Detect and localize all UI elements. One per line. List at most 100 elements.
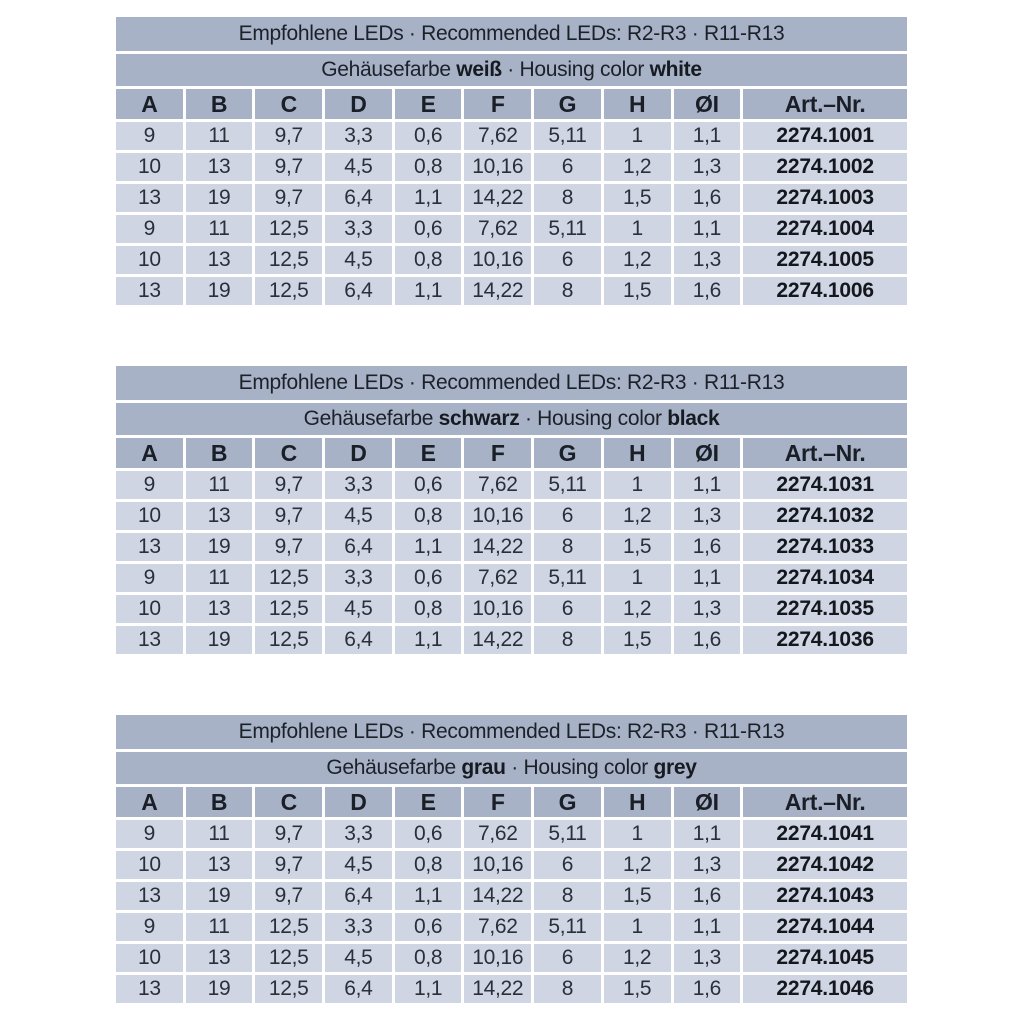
data-cell: 9 <box>116 471 183 499</box>
data-cell: 10 <box>116 153 183 181</box>
data-cell: 14,22 <box>464 975 532 1003</box>
data-cell: 10,16 <box>464 153 532 181</box>
data-cell: 6 <box>534 246 601 274</box>
data-cell: 1,1 <box>673 122 741 150</box>
data-cell: 14,22 <box>464 533 532 561</box>
data-cell: 10 <box>116 595 183 623</box>
data-cell: 6 <box>534 595 601 623</box>
data-cell: 5,11 <box>534 913 601 941</box>
data-cell: 10,16 <box>464 502 532 530</box>
data-cell: 1,6 <box>673 882 741 910</box>
housing-color-en: black <box>667 407 720 430</box>
data-cell: 9,7 <box>255 184 323 212</box>
data-cell: 0,8 <box>394 153 462 181</box>
data-cell: 0,6 <box>394 913 462 941</box>
data-cell: 7,62 <box>464 215 532 243</box>
column-header-cell: A <box>116 787 183 817</box>
data-cell: 14,22 <box>464 277 532 305</box>
data-cell: 9,7 <box>255 882 323 910</box>
data-cell: 1,1 <box>673 820 741 848</box>
data-cell: 3,3 <box>325 820 392 848</box>
subtitle-mid: · Housing color <box>519 407 668 430</box>
data-cell: 1 <box>603 122 671 150</box>
table-row: 10 13 12,5 4,5 0,8 10,16 6 1,2 1,3 2274.1045 <box>116 944 907 972</box>
data-cell: 0,6 <box>394 564 462 592</box>
column-header-cell: ØI <box>673 438 741 468</box>
art-nr-cell: 2274.1042 <box>743 851 907 879</box>
data-cell: 1,2 <box>603 944 671 972</box>
data-cell: 13 <box>116 184 183 212</box>
data-cell: 3,3 <box>325 215 392 243</box>
column-header-cell: G <box>534 438 601 468</box>
data-cell: 10,16 <box>464 246 532 274</box>
column-header-cell: E <box>394 89 462 119</box>
column-header-cell: E <box>394 438 462 468</box>
data-cell: 19 <box>185 626 253 654</box>
data-cell: 6 <box>534 851 601 879</box>
art-nr-cell: 2274.1045 <box>743 944 907 972</box>
subtitle-prefix: Gehäusefarbe <box>303 407 439 430</box>
data-cell: 1,3 <box>673 944 741 972</box>
data-cell: 0,8 <box>394 595 462 623</box>
data-cell: 10 <box>116 246 183 274</box>
title-row: Empfohlene LEDs · Recommended LEDs: R2-R… <box>116 366 907 400</box>
table-row: 9 11 12,5 3,3 0,6 7,62 5,11 1 1,1 2274.1004 <box>116 215 907 243</box>
spec-table: Empfohlene LEDs · Recommended LEDs: R2-R… <box>113 363 910 657</box>
data-cell: 6 <box>534 944 601 972</box>
data-cell: 1 <box>603 215 671 243</box>
data-cell: 5,11 <box>534 820 601 848</box>
art-nr-cell: 2274.1041 <box>743 820 907 848</box>
data-cell: 1,5 <box>603 626 671 654</box>
table-row: 13 19 9,7 6,4 1,1 14,22 8 1,5 1,6 2274.1033 <box>116 533 907 561</box>
data-cell: 11 <box>185 820 253 848</box>
data-cell: 1,2 <box>603 851 671 879</box>
data-cell: 12,5 <box>255 626 323 654</box>
data-cell: 12,5 <box>255 215 323 243</box>
data-cell: 9,7 <box>255 820 323 848</box>
table-subtitle: Gehäusefarbe schwarz · Housing color bla… <box>116 403 907 435</box>
data-cell: 7,62 <box>464 564 532 592</box>
data-cell: 11 <box>185 122 253 150</box>
data-cell: 6,4 <box>325 975 392 1003</box>
data-cell: 6,4 <box>325 277 392 305</box>
data-cell: 6,4 <box>325 882 392 910</box>
column-header-cell: D <box>325 438 392 468</box>
art-nr-cell: 2274.1001 <box>743 122 907 150</box>
art-nr-cell: 2274.1004 <box>743 215 907 243</box>
data-cell: 5,11 <box>534 122 601 150</box>
data-cell: 13 <box>116 626 183 654</box>
table-title: Empfohlene LEDs · Recommended LEDs: R2-R… <box>116 366 907 400</box>
data-cell: 13 <box>116 533 183 561</box>
column-header-cell: H <box>603 787 671 817</box>
subtitle-row: Gehäusefarbe grau · Housing color grey <box>116 752 907 784</box>
column-header-cell: Art.–Nr. <box>743 438 907 468</box>
art-nr-cell: 2274.1033 <box>743 533 907 561</box>
data-cell: 1,6 <box>673 626 741 654</box>
column-header-row: A B C D E F G H ØI Art.–Nr. <box>116 787 907 817</box>
data-cell: 4,5 <box>325 153 392 181</box>
column-header-cell: C <box>255 438 323 468</box>
data-cell: 1,1 <box>673 471 741 499</box>
housing-color-en: grey <box>653 756 697 779</box>
column-header-cell: G <box>534 787 601 817</box>
data-cell: 13 <box>116 975 183 1003</box>
data-cell: 12,5 <box>255 944 323 972</box>
data-cell: 1,5 <box>603 882 671 910</box>
column-header-cell: A <box>116 438 183 468</box>
data-cell: 9,7 <box>255 851 323 879</box>
data-cell: 19 <box>185 277 253 305</box>
table-row: 9 11 9,7 3,3 0,6 7,62 5,11 1 1,1 2274.1041 <box>116 820 907 848</box>
spec-table: Empfohlene LEDs · Recommended LEDs: R2-R… <box>113 712 910 1006</box>
column-header-cell: C <box>255 89 323 119</box>
data-cell: 8 <box>534 533 601 561</box>
data-cell: 11 <box>185 564 253 592</box>
data-cell: 1 <box>603 820 671 848</box>
data-cell: 4,5 <box>325 944 392 972</box>
art-nr-cell: 2274.1035 <box>743 595 907 623</box>
table-row: 10 13 12,5 4,5 0,8 10,16 6 1,2 1,3 2274.1035 <box>116 595 907 623</box>
data-cell: 0,6 <box>394 122 462 150</box>
art-nr-cell: 2274.1002 <box>743 153 907 181</box>
table-title: Empfohlene LEDs · Recommended LEDs: R2-R… <box>116 715 907 749</box>
data-cell: 13 <box>185 851 253 879</box>
data-cell: 6,4 <box>325 533 392 561</box>
